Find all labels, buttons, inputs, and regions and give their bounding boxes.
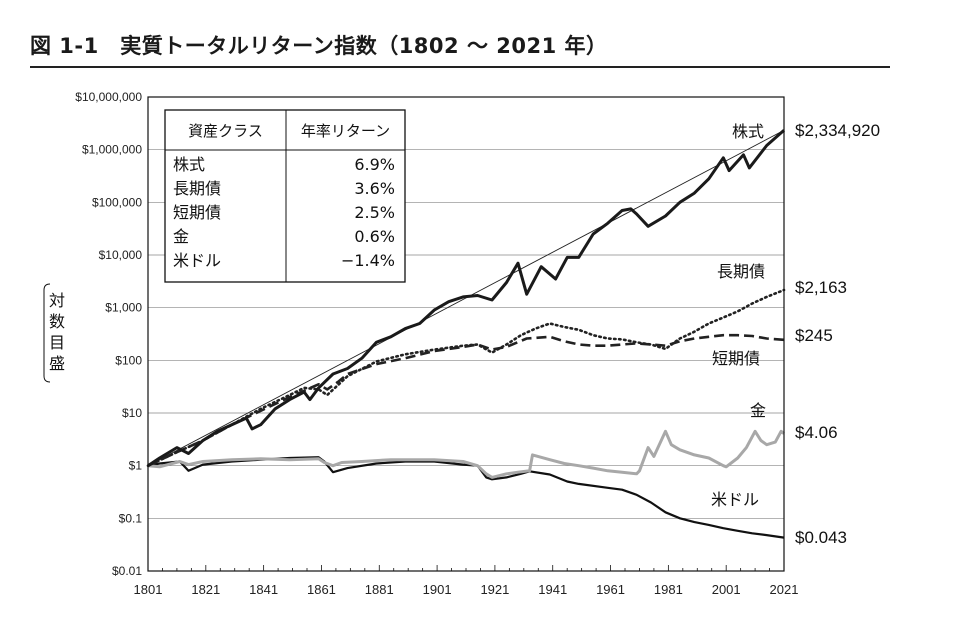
table-asset-cell: 金 (173, 227, 189, 246)
y-axis-label-char: 盛 (49, 354, 65, 373)
y-tick-label: $10,000 (99, 248, 143, 262)
table-header-asset: 資産クラス (188, 122, 263, 140)
series-name-label: 米ドル (711, 490, 759, 509)
series-name-label: 株式 (732, 122, 764, 141)
series-labels: 株式 $2,334,920 長期債 $2,163 短期債 $245 金 $4.06 米ドル $0.… (711, 121, 880, 547)
title-rule (30, 66, 890, 68)
x-tick-label: 1901 (423, 582, 452, 597)
series-line (147, 429, 785, 479)
y-tick-label: $10 (122, 406, 142, 420)
series-line (147, 333, 785, 467)
series-end-value: $0.043 (795, 528, 847, 547)
y-axis-label-char: 対 (49, 291, 65, 310)
y-axis-ticks: $0.01 $0.1 $1 $10 $100 $1,000 $10,000 $100,000 $… (75, 90, 142, 578)
table-return-cell: 2.5% (354, 203, 395, 222)
x-tick-label: 1941 (538, 582, 567, 597)
x-tick-label: 1881 (365, 582, 394, 597)
x-tick-label: 1821 (191, 582, 220, 597)
y-axis-label-char: 目 (49, 333, 65, 352)
table-return-cell: 0.6% (354, 227, 395, 246)
x-tick-label: 1921 (480, 582, 509, 597)
x-tick-label: 2021 (770, 582, 799, 597)
series-end-value: $4.06 (795, 423, 838, 442)
series-end-value: $2,334,920 (795, 121, 880, 140)
x-tick-label: 1981 (654, 582, 683, 597)
y-label-bracket (43, 283, 51, 383)
series-name-label: 金 (750, 401, 766, 420)
series-line (147, 129, 785, 467)
table-asset-cell: 株式 (173, 155, 205, 174)
x-tick-label: 1961 (596, 582, 625, 597)
table-return-cell: −1.4% (341, 251, 395, 270)
x-tick-label: 2001 (712, 582, 741, 597)
figure-title: 図 1-1 実質トータルリターン指数（1802 ～ 2021 年） (30, 34, 608, 58)
series-end-value: $2,163 (795, 278, 847, 297)
table-return-cell: 6.9% (354, 155, 395, 174)
table-asset-cell: 短期債 (173, 203, 221, 222)
series-line (146, 288, 786, 467)
series-line (147, 456, 785, 539)
y-tick-label: $0.01 (112, 564, 142, 578)
series-lines (146, 129, 786, 539)
y-tick-label: $100 (115, 353, 142, 367)
table-header-return: 年率リターン (301, 122, 390, 140)
series-name-label: 短期債 (712, 349, 760, 368)
table-frame (164, 109, 406, 283)
table-asset-cell: 長期債 (173, 179, 221, 198)
plot-frame (147, 96, 785, 572)
table-return-cell: 3.6% (354, 179, 395, 198)
table-asset-cell: 米ドル (173, 251, 221, 270)
y-tick-label: $10,000,000 (75, 90, 142, 104)
y-tick-label: $1,000 (105, 301, 142, 315)
x-axis-ticks: 1801 1821 1841 1861 1881 1901 1921 1941 1961 1981… (134, 565, 799, 597)
series-name-label: 長期債 (717, 262, 765, 281)
y-tick-label: $1,000,000 (82, 143, 142, 157)
y-axis-label-char: 数 (49, 312, 65, 331)
x-tick-label: 1801 (134, 582, 163, 597)
series-end-value: $245 (795, 326, 833, 345)
y-tick-label: $1 (129, 459, 143, 473)
y-tick-label: $0.1 (119, 511, 143, 525)
y-tick-label: $100,000 (92, 195, 142, 209)
x-tick-label: 1841 (249, 582, 278, 597)
x-tick-label: 1861 (307, 582, 336, 597)
